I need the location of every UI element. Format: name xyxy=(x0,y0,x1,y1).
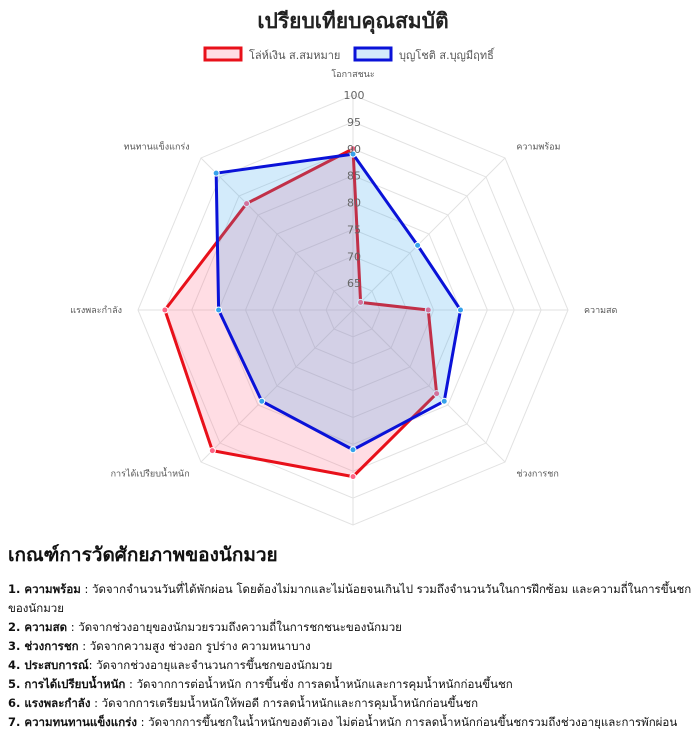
criteria-item: 1. ความพร้อม : วัดจากจำนวนวันที่ได้พักผ่… xyxy=(8,580,692,618)
series-2-point[interactable] xyxy=(215,306,223,314)
criteria-item: 5. การได้เปรียบน้ำหนัก : วัดจากการต่อน้ำ… xyxy=(8,675,692,694)
criteria-item-text: : วัดจากจำนวนวันที่ได้พักผ่อน โดยต้องไม่… xyxy=(8,582,692,615)
grid-spoke xyxy=(352,157,506,311)
axis-label: แรงพละกำลัง xyxy=(70,305,122,316)
series-1-point[interactable] xyxy=(161,306,169,314)
criteria-section: เกณฑ์การวัดศักยภาพของนักมวย 1. ความพร้อม… xyxy=(8,540,692,732)
axis-labels: โอกาสชนะความพร้อมความสดช่วงการชกประสบการ… xyxy=(70,69,618,479)
series-1-point[interactable] xyxy=(357,298,365,306)
criteria-item-label: 1. ความพร้อม xyxy=(8,582,81,596)
axis-label: ความสด xyxy=(584,306,618,316)
criteria-item-text: : วัดจากการขึ้นชกในน้ำหนักของตัวเอง ไม่ต… xyxy=(136,715,678,729)
criteria-title: เกณฑ์การวัดศักยภาพของนักมวย xyxy=(8,544,278,566)
tick-label: 85 xyxy=(347,170,361,183)
criteria-item-label: 3. ช่วงการชก xyxy=(8,639,79,653)
criteria-item-text: : วัดจากการต่อน้ำหนัก การขึ้นชั่ง การลดน… xyxy=(125,677,513,691)
axis-label: ความพร้อม xyxy=(516,142,560,153)
legend: โล่ห์เงิน ส.สมหมาย บุญโชติ ส.บุญมีฤทธิ์ xyxy=(203,46,495,62)
series-1-point[interactable] xyxy=(424,306,432,314)
tick-label: 80 xyxy=(347,197,361,210)
legend-item-1[interactable]: โล่ห์เงิน ส.สมหมาย xyxy=(203,46,340,62)
criteria-item: 4. ประสบการณ์: วัดจากช่วงอายุและจำนวนการ… xyxy=(8,656,692,675)
series-layer xyxy=(161,145,464,481)
series-2-point[interactable] xyxy=(212,169,220,177)
criteria-item-text: : วัดจากการเตรียมน้ำหนักให้พอดี การลดน้ำ… xyxy=(90,696,479,710)
series-1-point[interactable] xyxy=(349,473,357,481)
series-2-point[interactable] xyxy=(349,150,357,158)
tick-labels: 65 70 75 80 85 90 95 100 xyxy=(344,89,365,290)
criteria-item-text: : วัดจากความสูง ช่วงอก รูปร่าง ความหนาบา… xyxy=(78,639,311,653)
grid-spoke xyxy=(352,309,506,463)
legend-label: โล่ห์เงิน ส.สมหมาย xyxy=(249,48,340,62)
series-2-point[interactable] xyxy=(258,397,266,405)
chart-title: เปรียบเทียบคุณสมบัติ xyxy=(257,9,448,35)
criteria-item-label: 2. ความสด xyxy=(8,620,68,634)
criteria-item-label: 7. ความทนทานแข็งแกร่ง xyxy=(8,715,137,729)
legend-item-2[interactable]: บุญโชติ ส.บุญมีฤทธิ์ xyxy=(353,46,495,62)
axis-label: ทนทานแข็งแกร่ง xyxy=(124,140,190,153)
series-1-point[interactable] xyxy=(243,200,251,208)
criteria-item: 2. ความสด : วัดจากช่วงอายุของนักมวยรวมถึ… xyxy=(8,618,692,637)
criteria-item: 7. ความทนทานแข็งแกร่ง : วัดจากการขึ้นชกใ… xyxy=(8,713,692,732)
tick-label: 90 xyxy=(347,143,361,156)
criteria-item-text: : วัดจากช่วงอายุและจำนวนการขึ้นชกของนักม… xyxy=(88,658,333,672)
criteria-item: 6. แรงพละกำลัง : วัดจากการเตรียมน้ำหนักใ… xyxy=(8,694,692,713)
tick-label: 65 xyxy=(347,277,361,290)
series-1-point[interactable] xyxy=(208,447,216,455)
legend-label: บุญโชติ ส.บุญมีฤทธิ์ xyxy=(399,47,495,62)
series-1-point[interactable] xyxy=(433,390,441,398)
grid-spoke xyxy=(200,157,354,311)
tick-label: 70 xyxy=(347,250,361,263)
radar-grid xyxy=(137,94,569,526)
criteria-item: 3. ช่วงการชก : วัดจากความสูง ช่วงอก รูปร… xyxy=(8,637,692,656)
axis-label: โอกาสชนะ xyxy=(331,69,374,80)
axis-label: ช่วงการชก xyxy=(516,469,558,479)
criteria-list: 1. ความพร้อม : วัดจากจำนวนวันที่ได้พักผ่… xyxy=(8,580,692,732)
legend-swatch xyxy=(353,46,393,62)
series-2-point[interactable] xyxy=(440,397,448,405)
criteria-item-label: 4. ประสบการณ์ xyxy=(8,658,89,672)
grid-spoke xyxy=(200,309,354,463)
series-2-point[interactable] xyxy=(414,241,422,249)
radar-chart: เปรียบเทียบคุณสมบัติ โล่ห์เงิน ส.สมหมาย บ… xyxy=(70,9,618,526)
series-2-point[interactable] xyxy=(349,446,357,454)
criteria-item-text: : วัดจากช่วงอายุของนักมวยรวมถึงความถี่ใน… xyxy=(67,620,402,634)
criteria-item-label: 6. แรงพละกำลัง xyxy=(8,696,91,710)
criteria-item-label: 5. การได้เปรียบน้ำหนัก xyxy=(8,677,126,691)
axis-label: การได้เปรียบน้ำหนัก xyxy=(111,466,190,479)
tick-label: 75 xyxy=(347,223,361,236)
legend-swatch xyxy=(203,46,243,62)
tick-label: 95 xyxy=(347,116,361,129)
series-2-point[interactable] xyxy=(457,306,464,314)
tick-label: 100 xyxy=(344,89,365,102)
